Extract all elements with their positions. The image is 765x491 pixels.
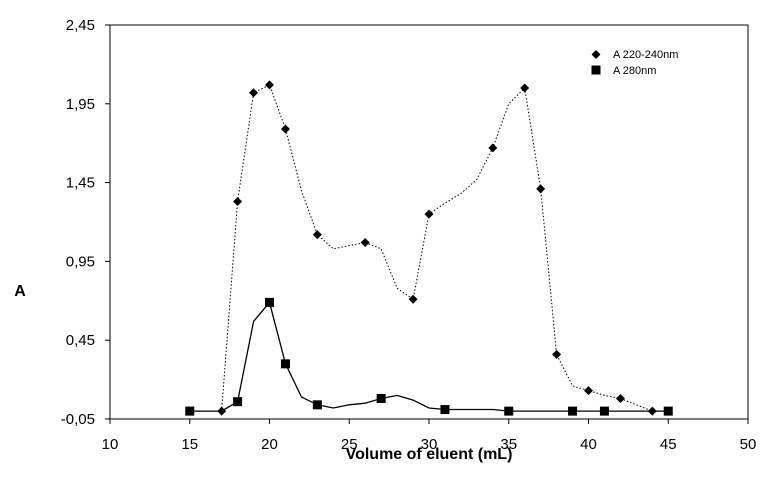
legend-label-series-1: A 220-240nm [613,49,678,61]
plot-frame [109,24,749,420]
series-2-point [376,394,386,404]
legend-diamond-marker [591,50,601,59]
series-layer [185,80,673,416]
x-tick-label: 25 [341,436,358,453]
series-1-point [552,349,562,359]
series-1 [185,80,673,416]
y-tick-label: 2,45 [66,17,95,34]
series-1-point [424,209,434,219]
series-1-point [584,386,593,396]
legend: A 220-240nm A 280nm [591,49,678,77]
series-2-point [312,400,322,410]
series-1-point [520,83,530,93]
y-axis-title: A [14,283,26,300]
series-2-point [599,406,609,416]
y-axis: -0,05 0,45 0,95 1,45 1,95 2,45 [61,17,110,428]
x-tick-label: 20 [261,436,278,453]
x-tick-label: 45 [660,436,677,453]
y-tick-label: 1,95 [66,96,95,113]
y-tick-label: 1,45 [66,175,95,192]
series-2-point [280,359,290,369]
x-tick-label: 30 [421,436,438,453]
series-2-point [440,405,450,415]
series-2-point [504,406,514,416]
x-tick-label: 40 [580,436,597,453]
series-2 [185,297,673,416]
series-1-line [189,84,669,412]
x-tick-label: 10 [102,436,119,453]
series-2-point [185,406,195,416]
legend-square-marker [591,65,601,75]
series-1-point [360,237,370,247]
x-tick-label: 50 [740,436,757,453]
legend-label-series-2: A 280nm [613,65,656,77]
series-1-point [536,184,546,194]
series-2-point [568,406,578,416]
series-1-point [249,88,259,98]
x-axis: 10 15 20 25 30 35 40 45 50 [102,419,757,453]
x-tick-label: 15 [181,436,198,453]
series-2-line [189,301,669,412]
y-tick-label: 0,95 [66,253,95,270]
y-tick-label: 0,45 [66,332,95,349]
series-2-point [663,406,673,416]
series-1-point [312,230,322,240]
series-2-point [233,397,243,407]
y-tick-label: -0,05 [61,411,95,428]
series-1-point [615,394,625,404]
series-1-point [265,80,274,90]
series-1-point [408,294,418,304]
series-1-point [488,143,498,153]
series-1-point [280,124,290,134]
series-2-point [265,297,274,307]
x-axis-title: Volume of eluent (mL) [346,446,513,463]
x-tick-label: 35 [500,436,517,453]
series-1-point [233,197,243,207]
